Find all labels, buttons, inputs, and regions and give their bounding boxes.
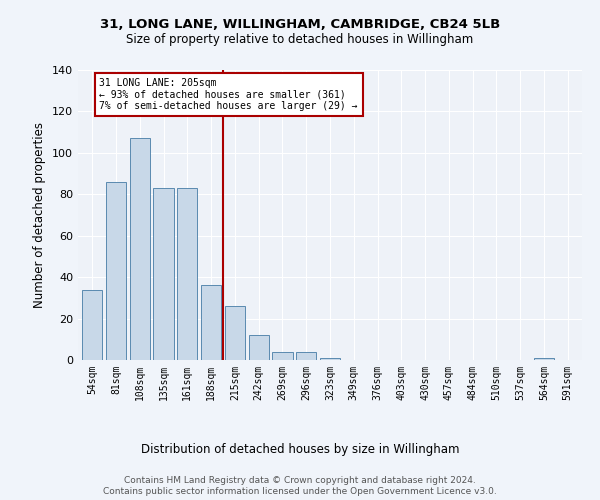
Text: 31, LONG LANE, WILLINGHAM, CAMBRIDGE, CB24 5LB: 31, LONG LANE, WILLINGHAM, CAMBRIDGE, CB… [100,18,500,30]
Text: Contains HM Land Registry data © Crown copyright and database right 2024.: Contains HM Land Registry data © Crown c… [124,476,476,485]
Bar [225,306,245,360]
Bar [272,352,293,360]
Bar [296,352,316,360]
Text: Size of property relative to detached houses in Willingham: Size of property relative to detached ho… [127,32,473,46]
Text: 31 LONG LANE: 205sqm
← 93% of detached houses are smaller (361)
7% of semi-detac: 31 LONG LANE: 205sqm ← 93% of detached h… [100,78,358,112]
Bar [154,188,173,360]
Bar [177,188,197,360]
Bar [130,138,150,360]
Text: Contains public sector information licensed under the Open Government Licence v3: Contains public sector information licen… [103,488,497,496]
Bar [82,290,103,360]
Bar [534,358,554,360]
Text: Distribution of detached houses by size in Willingham: Distribution of detached houses by size … [141,442,459,456]
Bar [201,286,221,360]
Bar [248,335,269,360]
Bar [320,358,340,360]
Bar [106,182,126,360]
Y-axis label: Number of detached properties: Number of detached properties [34,122,46,308]
